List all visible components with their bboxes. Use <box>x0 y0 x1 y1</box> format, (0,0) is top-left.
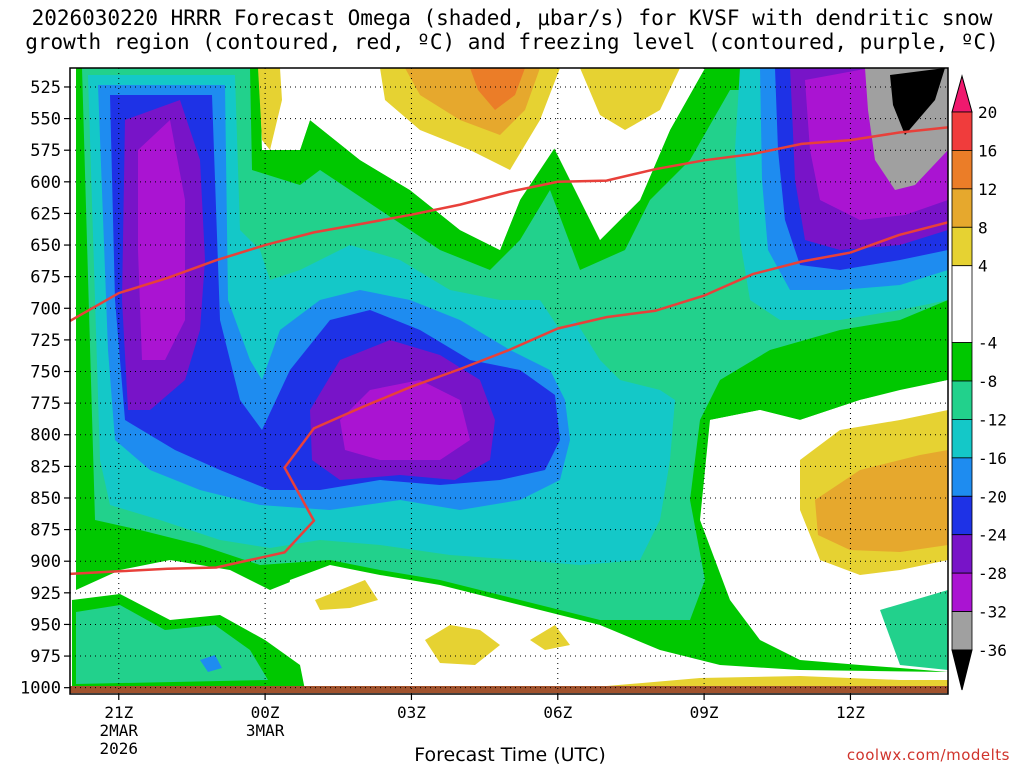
x-tick-label: 06Z <box>543 703 572 722</box>
colorbar-bin <box>951 265 973 343</box>
colorbar-bin <box>951 611 973 651</box>
colorbar-bin <box>951 495 973 536</box>
colorbar-bin <box>951 342 973 382</box>
x-tick-label: 3MAR <box>246 721 285 740</box>
y-tick-label: 975 <box>30 647 61 667</box>
omega-region-plus8-right <box>815 450 948 552</box>
colorbar-tick-label: 20 <box>978 103 997 122</box>
colorbar-bin <box>951 226 973 267</box>
omega-region-plus4-low-1 <box>315 580 378 610</box>
x-tick-label: 2MAR <box>100 721 139 740</box>
y-tick-label: 725 <box>30 331 61 351</box>
y-tick-label: 525 <box>30 78 61 98</box>
y-tick-label: 775 <box>30 394 61 414</box>
colorbar-tick-label: -36 <box>978 641 1007 660</box>
omega-region-minus12-bottom-right <box>880 590 948 670</box>
y-tick-label: 900 <box>30 552 61 572</box>
y-tick-label: 950 <box>30 615 61 635</box>
dendritic-contour-line-1 <box>70 126 948 322</box>
colorbar-tick-label: -20 <box>978 487 1007 506</box>
colorbar-tick-label: -8 <box>978 372 997 391</box>
x-tick-label: 21Z <box>104 703 133 722</box>
colorbar: 20 16 12 8 4 -4 -8 -12 -16 -20 -24 -28 -32 -36 <box>951 74 1007 691</box>
x-tick-label: 2026 <box>100 739 139 758</box>
colorbar-bin <box>951 457 973 497</box>
colorbar-bin <box>951 419 973 459</box>
source-credit: coolwx.com/modelts <box>846 746 1010 764</box>
omega-region-minus12-bottom-left <box>76 605 268 684</box>
colorbar-tick-label: -16 <box>978 449 1007 468</box>
omega-region-plus4-low-2 <box>425 625 500 665</box>
colorbar-tick-label: 8 <box>978 218 988 237</box>
colorbar-tick-label: -28 <box>978 564 1007 583</box>
omega-region-plus4-low-3 <box>530 625 570 650</box>
y-tick-label: 925 <box>30 584 61 604</box>
colorbar-bin <box>951 572 973 612</box>
y-tick-label: 675 <box>30 268 61 288</box>
dendritic-contour-line-2 <box>70 221 948 576</box>
omega-region-minus16-bottom-left <box>200 655 222 672</box>
x-tick-label: 00Z <box>251 703 280 722</box>
plot-frame <box>69 67 949 695</box>
y-tick-label: 850 <box>30 489 61 509</box>
colorbar-tick-label: 12 <box>978 180 997 199</box>
y-tick-label: 600 <box>30 173 61 193</box>
colorbar-bottom-arrow <box>951 649 973 691</box>
dendritic-growth-contours <box>70 126 948 576</box>
y-tick-label: 700 <box>30 299 61 319</box>
ground-terrain-band <box>70 686 948 693</box>
x-axis-title: Forecast Time (UTC) <box>414 744 606 766</box>
x-tick-label: 12Z <box>836 703 865 722</box>
omega-region-minus32-center <box>340 380 470 460</box>
omega-region-minus32-left <box>138 120 185 360</box>
colorbar-tick-label: 16 <box>978 141 997 160</box>
omega-region-below-minus36 <box>890 68 945 135</box>
x-tick-label: 03Z <box>397 703 426 722</box>
colorbar-bin <box>951 534 973 574</box>
colorbar-top-arrow <box>951 74 973 113</box>
y-tick-label: 875 <box>30 521 61 541</box>
chart-title-line-1: 2026030220 HRRR Forecast Omega (shaded, … <box>31 6 993 30</box>
colorbar-tick-label: -24 <box>978 526 1007 545</box>
y-tick-label: 550 <box>30 110 61 130</box>
omega-region-plus4-top-right <box>580 68 680 130</box>
omega-region-plus12-top <box>470 68 525 110</box>
omega-region-plus4-top-small <box>258 68 282 150</box>
omega-region-neutral-top <box>260 68 705 250</box>
colorbar-bin <box>951 188 973 228</box>
y-tick-label: 650 <box>30 236 61 256</box>
colorbar-tick-label: -12 <box>978 410 1007 429</box>
y-tick-label: 575 <box>30 141 61 161</box>
colorbar-tick-label: 4 <box>978 257 988 276</box>
y-tick-label: 750 <box>30 363 61 383</box>
y-tick-label: 825 <box>30 457 61 477</box>
chart-title-line-2: growth region (contoured, red, ºC) and f… <box>25 30 999 54</box>
colorbar-bin <box>951 150 973 190</box>
colorbar-bin <box>951 111 973 151</box>
omega-shading <box>70 68 948 694</box>
colorbar-bin <box>951 380 973 420</box>
x-tick-label: 09Z <box>690 703 719 722</box>
colorbar-tick-label: -4 <box>978 334 997 353</box>
y-tick-label: 1000 <box>20 679 61 699</box>
y-tick-label: 800 <box>30 426 61 446</box>
y-axis-pressure-ticks: 525 550 575 600 625 650 675 700 725 750 775 800 825 8… <box>20 78 70 699</box>
y-tick-label: 625 <box>30 204 61 224</box>
colorbar-tick-label: -32 <box>978 603 1007 622</box>
